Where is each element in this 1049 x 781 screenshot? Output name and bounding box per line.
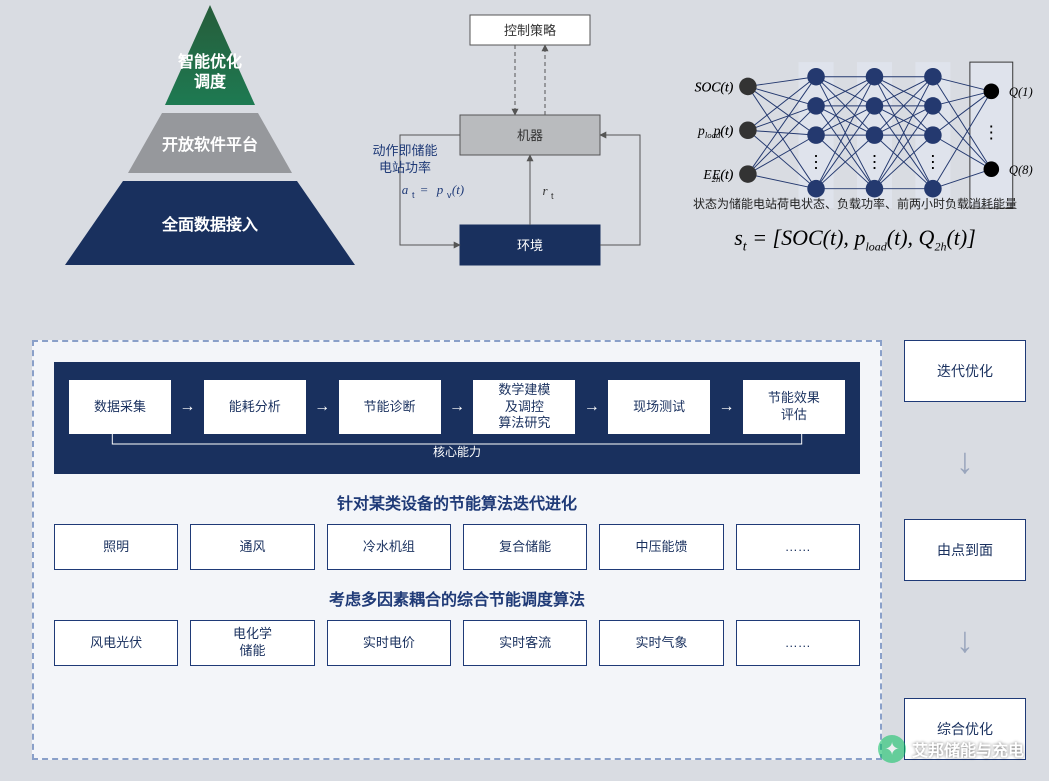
lower-panel: 数据采集→能耗分析→节能诊断→数学建模及调控算法研究→现场测试→节能效果评估 核… [32, 340, 882, 760]
svg-text:p: p [436, 182, 444, 197]
svg-text:⋮: ⋮ [866, 151, 884, 171]
svg-text:(t): (t) [452, 182, 464, 197]
pipeline-arrow-icon: → [177, 398, 197, 416]
section2-tiles: 风电光伏电化学储能实时电价实时客流实时气象 …… [54, 620, 860, 666]
section1-title: 针对某类设备的节能算法迭代进化 [54, 490, 860, 514]
svg-text:控制策略: 控制策略 [504, 23, 556, 38]
down-arrow-icon: ↓ [956, 619, 974, 661]
pipeline-block: 数据采集→能耗分析→节能诊断→数学建模及调控算法研究→现场测试→节能效果评估 核… [54, 362, 860, 474]
section1-tiles: 照明通风冷水机组复合储能中压能馈 …… [54, 524, 860, 570]
wechat-icon: ✦ [878, 735, 906, 763]
svg-text:Q(8): Q(8) [1009, 163, 1033, 177]
tile: 电化学储能 [190, 620, 314, 666]
pipeline-feedback [74, 431, 840, 462]
svg-text:SOC(t): SOC(t) [695, 79, 734, 95]
svg-text:a: a [402, 182, 409, 197]
svg-text:t: t [412, 190, 415, 200]
tile: 实时气象 [599, 620, 723, 666]
tile: 实时电价 [327, 620, 451, 666]
tile: 实时客流 [463, 620, 587, 666]
svg-text:调度: 调度 [194, 72, 227, 91]
svg-text:p(t): p(t) [713, 123, 734, 139]
tile: 复合储能 [463, 524, 587, 570]
svg-text:机器: 机器 [517, 128, 543, 143]
pipeline-box: 节能效果评估 [743, 380, 845, 434]
svg-text:动作即储能: 动作即储能 [372, 143, 437, 158]
watermark: ✦ 艾邦储能与充电 [878, 735, 1024, 763]
svg-text:全面数据接入: 全面数据接入 [161, 215, 258, 234]
pipeline-arrow-icon: → [312, 398, 332, 416]
pipeline-arrow-icon: → [582, 398, 602, 416]
tile: 冷水机组 [327, 524, 451, 570]
watermark-text: 艾邦储能与充电 [912, 737, 1024, 761]
svg-text:t: t [551, 191, 554, 201]
svg-text:电站功率: 电站功率 [379, 160, 431, 175]
pipeline-box: 现场测试 [608, 380, 710, 434]
svg-text:⋮: ⋮ [807, 151, 825, 171]
svg-text:智能优化: 智能优化 [178, 52, 242, 71]
svg-text:⋮: ⋮ [924, 151, 942, 171]
pipeline-box: 数学建模及调控算法研究 [473, 380, 575, 434]
right-box: 迭代优化 [904, 340, 1026, 402]
down-arrow-icon: ↓ [956, 440, 974, 482]
tile: 风电光伏 [54, 620, 178, 666]
svg-text:⋮: ⋮ [983, 122, 1001, 142]
section2-title: 考虑多因素耦合的综合节能调度算法 [54, 586, 860, 610]
svg-text:r: r [542, 183, 548, 198]
pipeline-box: 能耗分析 [204, 380, 306, 434]
pipeline-arrow-icon: → [717, 398, 737, 416]
tile: …… [736, 524, 860, 570]
svg-text:开放软件平台: 开放软件平台 [162, 135, 258, 154]
pipeline-arrow-icon: → [447, 398, 467, 416]
nn-equation: st = [SOC(t), pload(t), Q2h(t)] [670, 225, 1040, 255]
rl-diagram: 控制策略 机器 环境 r t 动作即储能 电站功率 a t = p v (t) [360, 10, 660, 270]
svg-text:=: = [420, 182, 429, 197]
tile: 通风 [190, 524, 314, 570]
svg-text:Q(1): Q(1) [1009, 85, 1033, 99]
pipeline-box: 数据采集 [69, 380, 171, 434]
tile: 中压能馈 [599, 524, 723, 570]
nn-caption: 状态为储能电站荷电状态、负载功率、前两小时负载消耗能量 [675, 195, 1035, 212]
pyramid-diagram: 智能优化 调度 开放软件平台 全面数据接入 [60, 5, 360, 265]
pipeline-row: 数据采集 → 能耗分析 → 节能诊断 → 数学建模及调控算法研究 → 现场测试 → 节能效果评估 [69, 380, 845, 434]
svg-text:E(t): E(t) [711, 167, 734, 183]
pipeline-box: 节能诊断 [339, 380, 441, 434]
tile: …… [736, 620, 860, 666]
right-column: 迭代优化↓由点到面↓综合优化 [905, 340, 1025, 760]
svg-text:环境: 环境 [517, 238, 543, 253]
tile: 照明 [54, 524, 178, 570]
right-box: 由点到面 [904, 519, 1026, 581]
